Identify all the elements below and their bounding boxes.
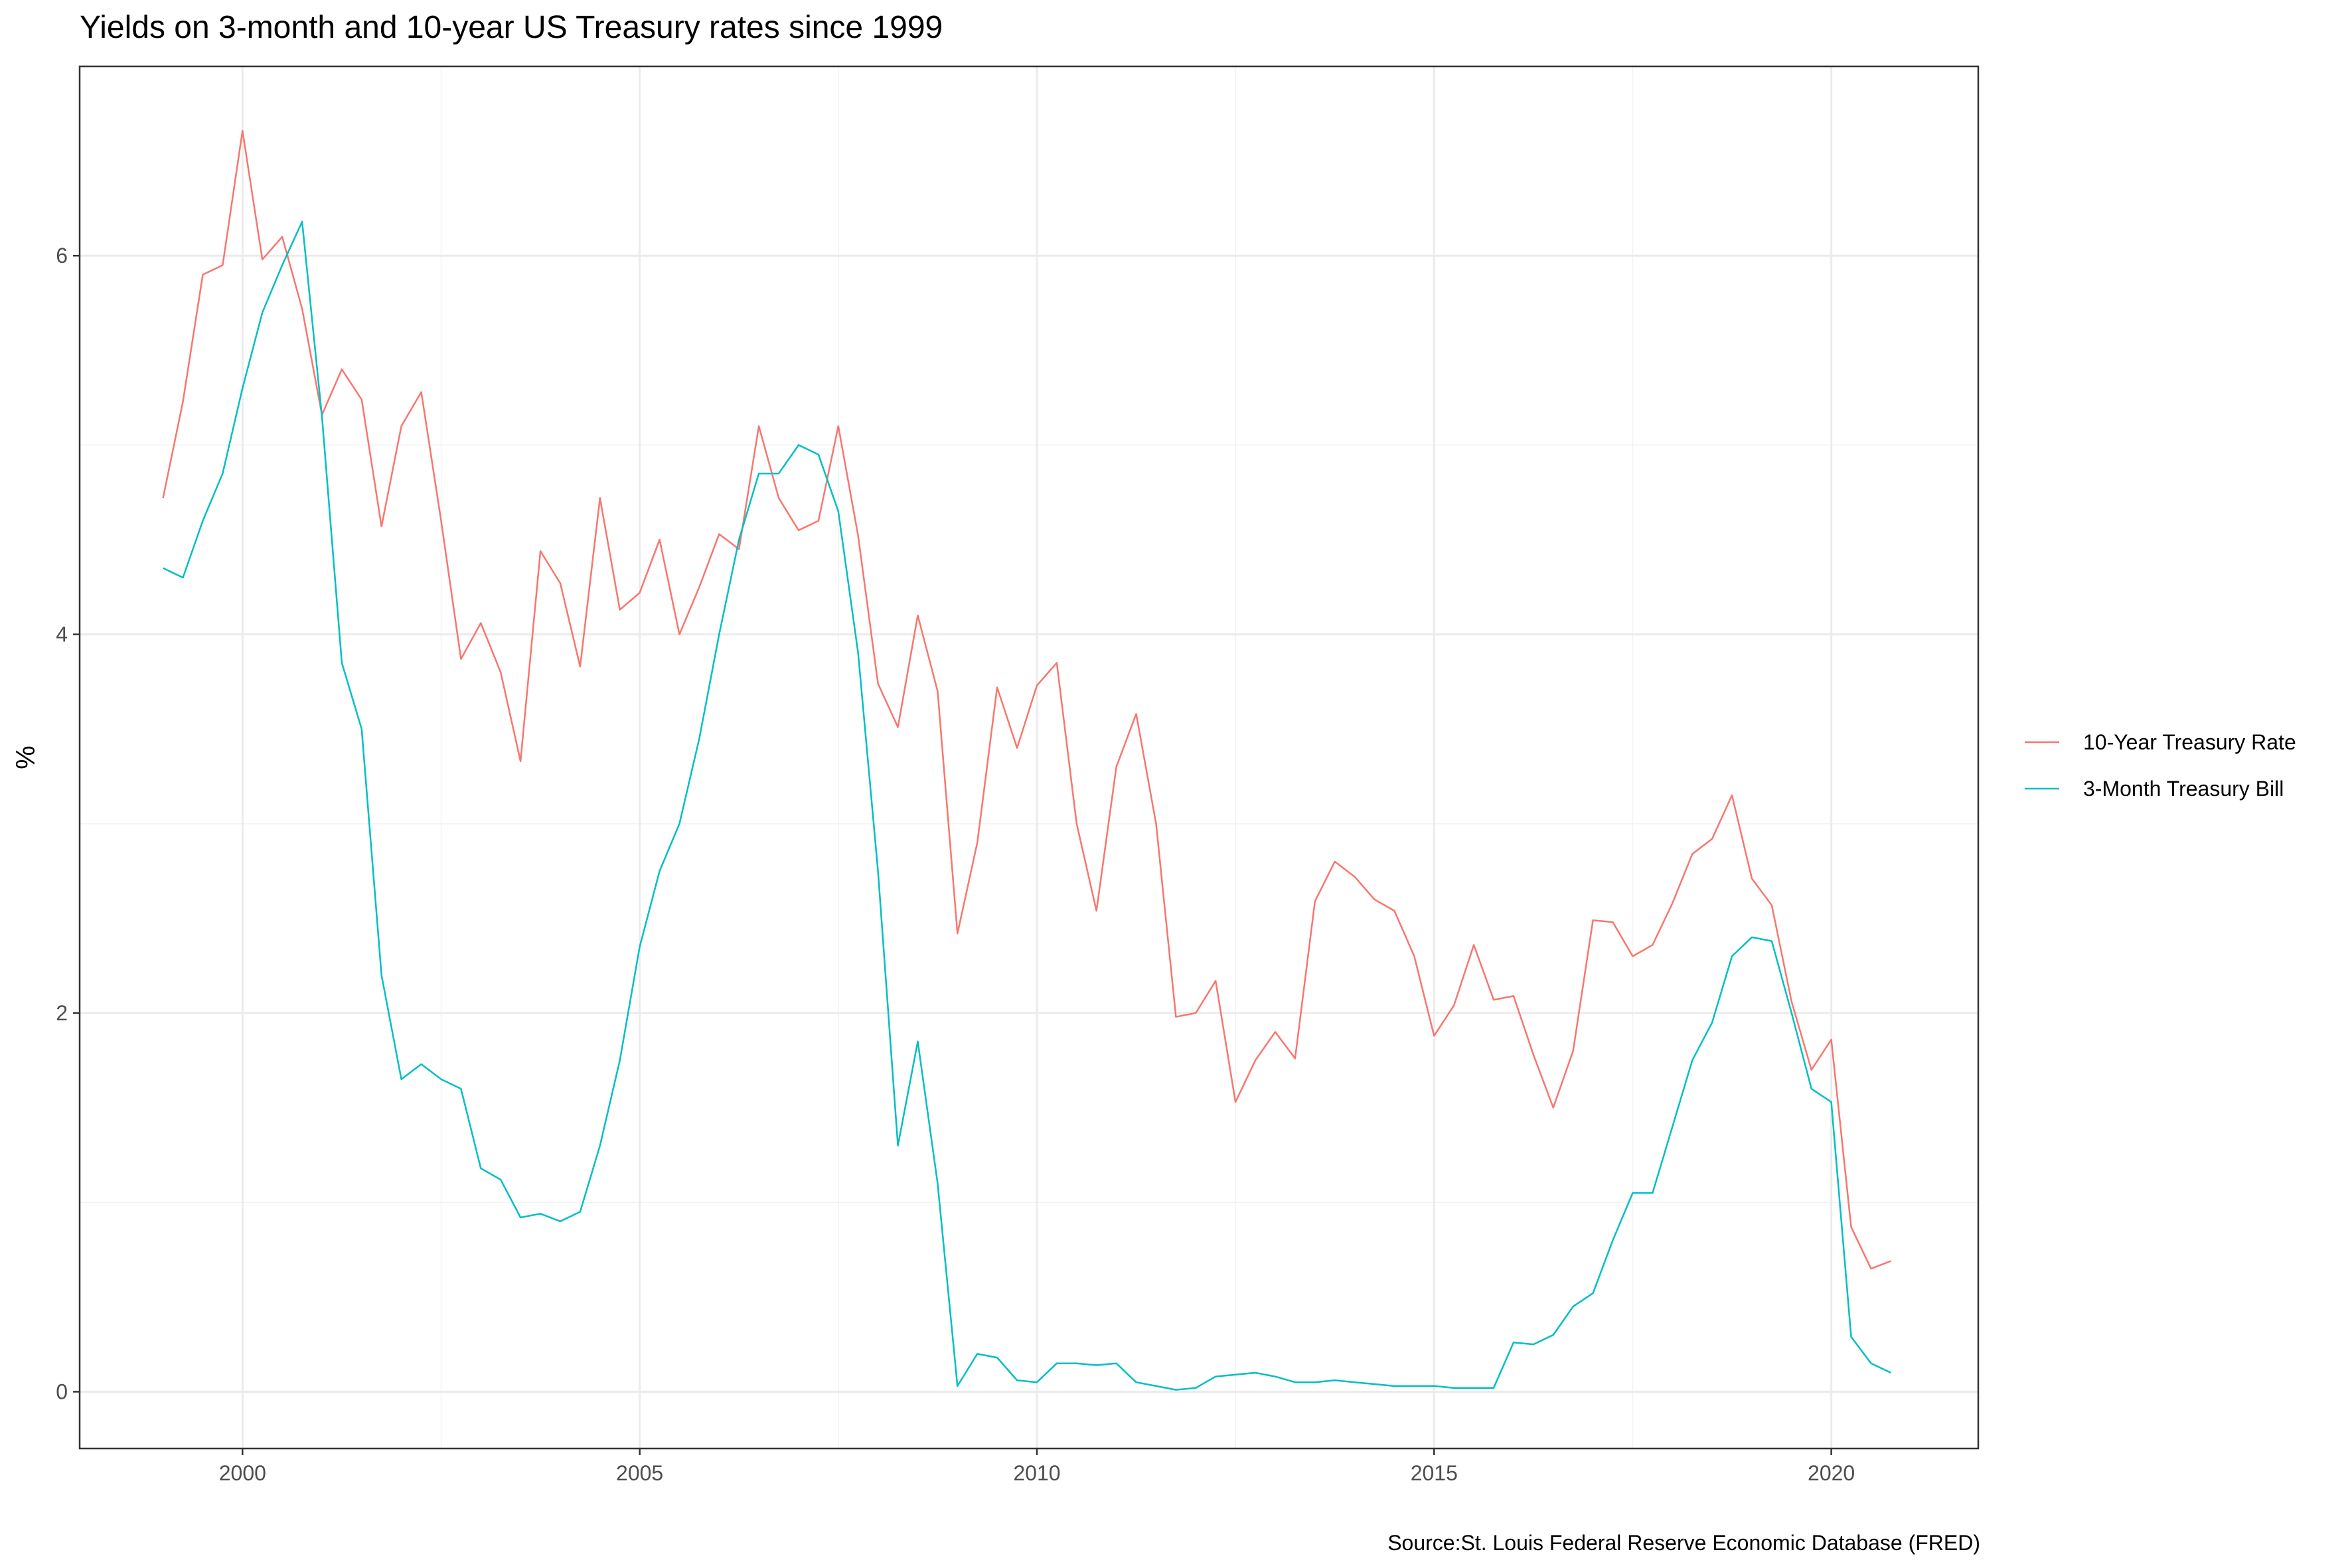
legend: 10-Year Treasury Rate 3-Month Treasury Bi… — [2025, 730, 2296, 801]
series-line-3-month-treasury-bill — [163, 220, 1891, 1391]
source-caption: Source:St. Louis Federal Reserve Economi… — [1387, 1531, 1980, 1555]
y-tick-label: 4 — [56, 623, 68, 647]
x-tick-label: 2000 — [219, 1461, 266, 1485]
y-tick-label: 0 — [56, 1379, 68, 1403]
series-lines — [162, 129, 1891, 1391]
major-gridlines — [80, 66, 1978, 1449]
x-tick-label: 2010 — [1013, 1461, 1060, 1485]
series-line-10-year-treasury-rate — [162, 129, 1891, 1270]
y-tick-label: 6 — [56, 244, 68, 268]
plot-panel-border — [78, 65, 1980, 1450]
x-axis: 2000 2005 2010 2015 2020 — [219, 1449, 1855, 1485]
y-axis-title: % — [11, 745, 40, 769]
legend-label: 10-Year Treasury Rate — [2083, 730, 2296, 754]
x-tick-label: 2015 — [1411, 1461, 1458, 1485]
legend-label: 3-Month Treasury Bill — [2083, 777, 2284, 801]
y-tick-label: 2 — [56, 1001, 68, 1025]
x-tick-label: 2020 — [1808, 1461, 1855, 1485]
y-axis: 0 2 4 6 — [56, 244, 80, 1403]
x-tick-label: 2005 — [616, 1461, 663, 1485]
chart-title: Yields on 3-month and 10-year US Treasur… — [80, 10, 943, 45]
